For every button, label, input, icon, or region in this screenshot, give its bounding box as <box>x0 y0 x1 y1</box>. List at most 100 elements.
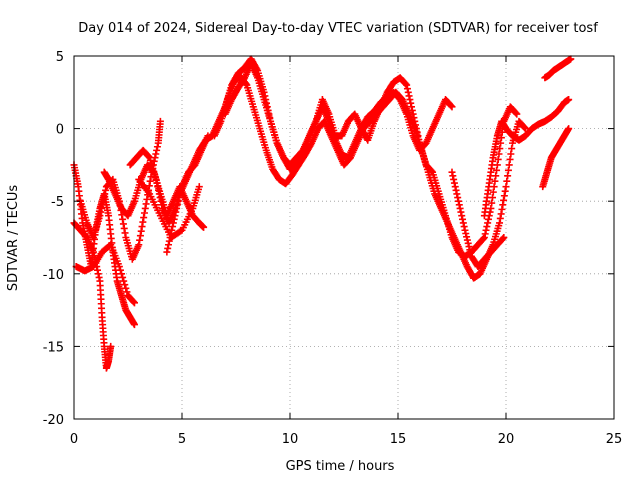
data-point <box>136 232 144 240</box>
data-point <box>507 150 515 158</box>
data-point <box>146 177 154 185</box>
y-tick-label: 0 <box>56 123 64 138</box>
data-point <box>496 219 504 227</box>
data-point <box>119 215 127 223</box>
data-point <box>121 281 129 289</box>
data-point <box>165 241 172 249</box>
data-point <box>450 175 458 183</box>
data-point <box>171 212 179 220</box>
data-point <box>463 236 471 244</box>
data-point <box>158 201 166 209</box>
data-point <box>497 134 505 142</box>
data-point <box>495 150 503 158</box>
data-point <box>137 227 145 235</box>
data-point <box>404 88 412 96</box>
data-point <box>99 197 107 205</box>
data-point <box>494 155 502 163</box>
data-point <box>456 204 464 212</box>
data-point <box>138 223 146 231</box>
plot-frame <box>73 55 615 420</box>
data-point <box>449 172 457 180</box>
y-tick-label: 5 <box>56 50 64 65</box>
data-point <box>506 155 514 163</box>
data-point <box>499 234 507 242</box>
data-point <box>174 197 182 205</box>
data-point <box>465 243 473 251</box>
data-point <box>154 183 162 191</box>
data-point <box>95 273 103 281</box>
data-point <box>406 96 414 104</box>
data-point <box>450 179 458 187</box>
data-point <box>565 125 573 133</box>
data-point <box>500 196 508 204</box>
data-point <box>402 80 410 88</box>
data-point <box>169 223 177 231</box>
data-point <box>457 208 465 216</box>
data-point <box>166 234 174 241</box>
data-point <box>177 227 185 235</box>
data-point <box>451 183 459 191</box>
data-point <box>156 194 164 202</box>
data-point <box>153 146 161 154</box>
data-point <box>488 199 496 207</box>
data-point <box>407 99 415 107</box>
data-point <box>503 177 511 185</box>
data-point <box>118 270 126 278</box>
data-point <box>152 175 160 183</box>
data-point <box>145 182 153 190</box>
data-point <box>513 110 521 118</box>
data-point <box>130 321 138 329</box>
data-point <box>121 229 129 237</box>
data-point <box>98 201 106 209</box>
data-point <box>508 145 516 153</box>
data-point <box>168 226 176 234</box>
data-point <box>115 263 123 271</box>
data-point <box>565 96 573 104</box>
data-point <box>89 248 97 256</box>
data-point <box>408 103 415 111</box>
data-point <box>145 153 153 161</box>
data-point <box>428 167 436 175</box>
data-point <box>130 299 138 307</box>
data-point <box>521 125 529 133</box>
data-point <box>173 204 181 212</box>
data-point <box>455 201 463 209</box>
data-point <box>155 190 163 198</box>
data-point <box>169 219 177 227</box>
data-point <box>172 208 180 216</box>
data-point <box>403 85 411 93</box>
data-point <box>461 226 469 234</box>
data-point <box>504 172 512 180</box>
data-point <box>153 179 161 187</box>
data-point <box>480 234 488 242</box>
data-point <box>195 183 203 191</box>
data-point <box>512 109 520 117</box>
data-point <box>152 150 160 158</box>
data-point <box>463 233 471 241</box>
data-point <box>97 208 105 216</box>
data-point <box>452 186 460 194</box>
data-point <box>200 223 208 231</box>
x-tick-label: 20 <box>498 432 515 447</box>
x-tick-label: 25 <box>606 432 623 447</box>
data-point <box>500 234 508 241</box>
data-point <box>122 284 130 292</box>
data-point <box>405 92 413 100</box>
data-point <box>454 197 462 205</box>
data-point <box>157 197 165 205</box>
data-point <box>165 237 173 245</box>
data-point <box>136 236 144 244</box>
data-point <box>102 186 110 194</box>
data-point <box>120 277 128 285</box>
data-point <box>459 219 467 227</box>
data-point <box>501 187 509 195</box>
data-point <box>403 81 411 89</box>
y-tick-label: -20 <box>43 413 64 428</box>
data-point <box>496 145 504 153</box>
data-point <box>119 273 127 281</box>
data-point <box>484 219 492 227</box>
data-point <box>567 55 575 63</box>
data-point <box>167 230 175 238</box>
